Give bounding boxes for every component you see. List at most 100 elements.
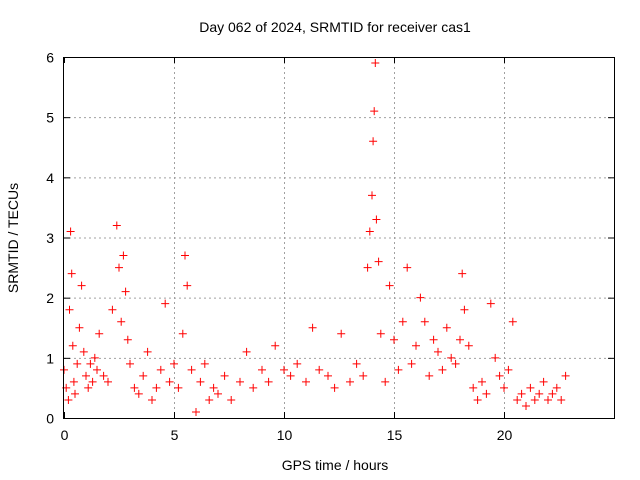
data-point	[227, 395, 236, 404]
data-point	[385, 281, 394, 290]
data-point	[64, 395, 73, 404]
data-point	[368, 191, 376, 200]
data-point	[398, 317, 407, 326]
data-point	[130, 383, 139, 392]
y-axis-label: SRMTID / TECUs	[5, 183, 21, 293]
data-point	[280, 365, 288, 374]
data-point	[458, 269, 467, 278]
data-point	[337, 329, 346, 338]
data-point	[77, 281, 86, 290]
data-point	[209, 383, 218, 392]
data-point	[178, 329, 187, 338]
data-point	[192, 407, 200, 416]
data-point	[544, 395, 552, 404]
data-point	[548, 389, 557, 398]
data-point	[148, 395, 156, 404]
data-point	[66, 227, 75, 236]
data-point	[112, 221, 121, 230]
plot-frame	[63, 57, 615, 419]
data-point	[376, 329, 385, 338]
data-point	[293, 359, 302, 368]
data-point	[374, 257, 383, 266]
data-point	[460, 305, 469, 314]
data-point	[115, 263, 123, 272]
data-point	[495, 371, 504, 380]
x-tick-label: 5	[171, 427, 179, 443]
data-point	[258, 365, 266, 374]
data-point	[535, 389, 544, 398]
data-point	[82, 371, 90, 380]
y-tick-label: 4	[46, 170, 54, 186]
chart-title: Day 062 of 2024, SRMTID for receiver cas…	[199, 19, 471, 35]
data-point	[187, 365, 196, 374]
x-axis-label: GPS time / hours	[282, 457, 389, 473]
data-point	[394, 365, 403, 374]
data-point	[315, 365, 324, 374]
data-point	[84, 383, 93, 392]
data-point	[469, 383, 478, 392]
data-point	[119, 251, 128, 260]
data-point	[552, 383, 561, 392]
data-point	[183, 281, 192, 290]
data-point	[412, 341, 420, 350]
data-point	[447, 353, 456, 362]
data-point	[95, 329, 104, 338]
data-point	[522, 401, 530, 410]
data-point	[561, 371, 570, 380]
data-point	[539, 377, 548, 386]
data-point	[88, 377, 97, 386]
data-point	[517, 389, 526, 398]
data-point	[86, 359, 95, 368]
data-point	[139, 371, 148, 380]
x-tick-labels: 0 5 10 15 20	[61, 427, 513, 443]
y-tick-label: 5	[46, 110, 54, 126]
data-point	[161, 299, 170, 308]
data-point	[302, 377, 310, 386]
data-point	[530, 395, 539, 404]
data-point	[67, 269, 76, 278]
data-point	[181, 251, 189, 260]
data-point	[425, 371, 434, 380]
data-point	[73, 359, 82, 368]
x-tick-label: 10	[277, 427, 293, 443]
data-point	[286, 371, 295, 380]
data-point	[434, 347, 442, 356]
data-point	[271, 341, 280, 350]
data-point	[79, 347, 88, 356]
data-point	[99, 371, 108, 380]
data-point	[491, 353, 500, 362]
data-point	[346, 377, 354, 386]
data-point	[482, 389, 491, 398]
data-point	[370, 107, 379, 116]
data-point	[165, 377, 174, 386]
data-point	[242, 347, 251, 356]
data-point	[486, 299, 495, 308]
data-point	[500, 383, 508, 392]
data-point	[200, 359, 209, 368]
y-tick-label: 2	[46, 290, 54, 306]
data-point	[504, 365, 513, 374]
x-tick-label: 20	[497, 427, 513, 443]
data-point	[416, 293, 425, 302]
data-point	[93, 365, 101, 374]
data-point	[205, 395, 214, 404]
grid	[64, 57, 614, 418]
data-point	[508, 317, 517, 326]
data-point	[308, 323, 317, 332]
data-point	[174, 383, 183, 392]
data-point	[123, 335, 132, 344]
y-tick-label: 6	[46, 50, 54, 66]
data-point	[381, 377, 390, 386]
y-tick-label: 0	[46, 411, 54, 427]
data-point	[214, 389, 222, 398]
data-point	[557, 395, 566, 404]
data-point	[143, 347, 152, 356]
data-point	[236, 377, 244, 386]
y-tick-labels: 0 1 2 3 4 5 6	[46, 50, 54, 427]
data-point	[451, 359, 460, 368]
data-point	[90, 353, 99, 362]
y-tick-label: 3	[46, 230, 54, 246]
data-point	[71, 389, 79, 398]
data-point	[352, 359, 361, 368]
